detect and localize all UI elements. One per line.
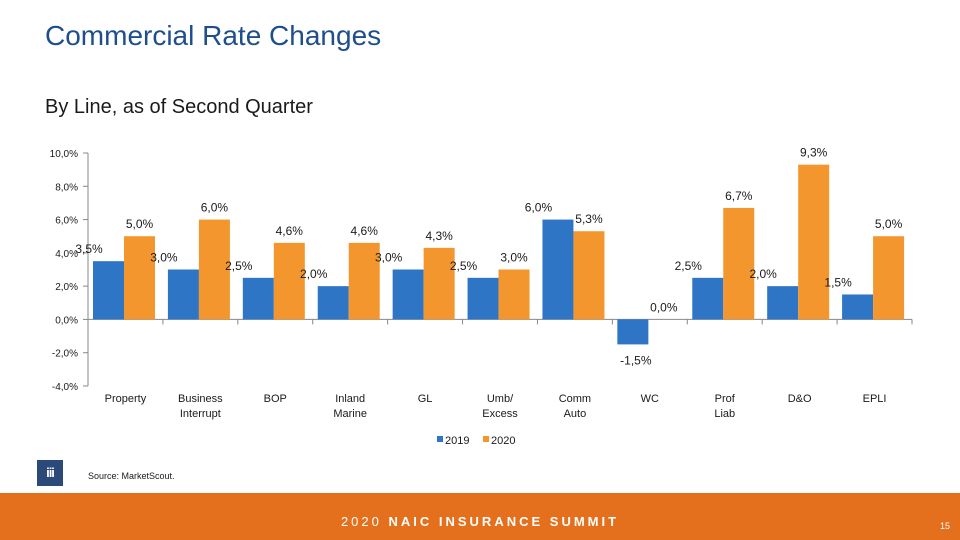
data-label-2020: 4,6%: [351, 224, 379, 238]
legend-label-2019: 2019: [445, 435, 469, 447]
data-label-2020: 5,0%: [875, 217, 903, 231]
bar-2020: [198, 219, 230, 320]
slide-subtitle: By Line, as of Second Quarter: [45, 96, 313, 118]
slide-title: Commercial Rate Changes: [45, 20, 382, 51]
category-label: Umb/: [487, 393, 514, 405]
legend-swatch-2020: [483, 436, 489, 442]
footer-title: 2020 NAIC INSURANCE SUMMIT: [0, 514, 960, 529]
bar-2019: [392, 269, 424, 320]
data-label-2019: 2,0%: [750, 267, 778, 281]
data-label-2020: 4,3%: [425, 229, 453, 243]
y-tick-label: -4,0%: [52, 382, 78, 393]
data-label-2020: 6,7%: [725, 189, 753, 203]
category-label: Interrupt: [180, 408, 221, 420]
data-label-2020: 9,3%: [800, 146, 828, 160]
bar-2020: [723, 207, 755, 320]
category-label: Comm: [559, 393, 591, 405]
data-label-2020: 5,0%: [126, 217, 154, 231]
y-tick-label: 0,0%: [55, 315, 78, 326]
bar-2020: [873, 236, 905, 320]
bar-2020: [798, 164, 830, 320]
bar-2019: [542, 219, 574, 320]
data-label-2019: 2,5%: [450, 259, 478, 273]
bar-2020: [348, 242, 380, 320]
category-label: EPLI: [863, 393, 887, 405]
category-label: Excess: [482, 408, 518, 420]
bar-2020: [423, 247, 455, 320]
y-tick-label: 6,0%: [55, 216, 78, 227]
legend-swatch-2019: [437, 436, 443, 442]
bar-2020: [498, 269, 530, 320]
data-label-2019: 6,0%: [525, 201, 553, 215]
bar-2020: [573, 231, 605, 320]
bar-2019: [167, 269, 199, 320]
bar-2020: [124, 236, 155, 320]
bar-2019: [93, 261, 124, 320]
y-tick-label: 10,0%: [50, 149, 78, 160]
bar-2019: [242, 277, 274, 320]
data-label-2019: 3,0%: [375, 251, 403, 265]
data-label-2019: 2,5%: [675, 259, 703, 273]
bar-2019: [617, 319, 649, 345]
data-label-2019: 1,5%: [824, 275, 852, 289]
legend-label-2020: 2020: [491, 435, 515, 447]
category-label: Marine: [333, 408, 367, 420]
bar-2019: [467, 277, 499, 320]
category-label: Property: [105, 393, 147, 405]
bar-2019: [692, 277, 724, 320]
bar-2019: [842, 294, 874, 320]
data-label-2020: 3,0%: [500, 251, 528, 265]
data-label-2019: 2,5%: [225, 259, 253, 273]
footer-event: NAIC INSURANCE SUMMIT: [388, 514, 620, 529]
category-label: Inland: [335, 393, 365, 405]
category-label: Prof: [715, 393, 736, 405]
data-label-2020: 0,0%: [650, 300, 678, 314]
data-label-2020: 5,3%: [575, 212, 603, 226]
y-tick-label: -2,0%: [52, 349, 78, 360]
category-label: Auto: [564, 408, 587, 420]
bar-2020: [273, 242, 305, 320]
footer-bar: 2020 NAIC INSURANCE SUMMIT 15: [0, 493, 960, 540]
y-tick-label: 8,0%: [55, 182, 78, 193]
category-label: GL: [418, 393, 433, 405]
bar-2019: [767, 286, 799, 320]
page-number: 15: [939, 521, 950, 531]
iii-logo: iii: [37, 460, 63, 486]
category-label: Business: [178, 393, 223, 405]
footer-year: 2020: [340, 514, 382, 529]
source-note: Source: MarketScout.: [88, 471, 175, 481]
category-label: BOP: [264, 393, 287, 405]
rate-change-chart: -4,0% -2,0% 0,0% 2,0% 4,0% 6,0% 8,0% 10,0% 3,5% 5…: [50, 146, 913, 447]
y-tick-label: 4,0%: [55, 249, 78, 260]
bar-2019: [317, 286, 349, 320]
data-label-2019: 3,5%: [75, 242, 103, 256]
data-label-2019: 3,0%: [150, 251, 178, 265]
data-label-2020: 6,0%: [201, 201, 229, 215]
category-label: WC: [641, 393, 659, 405]
data-label-2019: -1,5%: [620, 353, 652, 367]
y-tick-label: 2,0%: [55, 282, 78, 293]
category-label: Liab: [714, 408, 735, 420]
data-label-2020: 4,6%: [276, 224, 304, 238]
category-label: D&O: [788, 393, 812, 405]
data-label-2019: 2,0%: [300, 267, 328, 281]
